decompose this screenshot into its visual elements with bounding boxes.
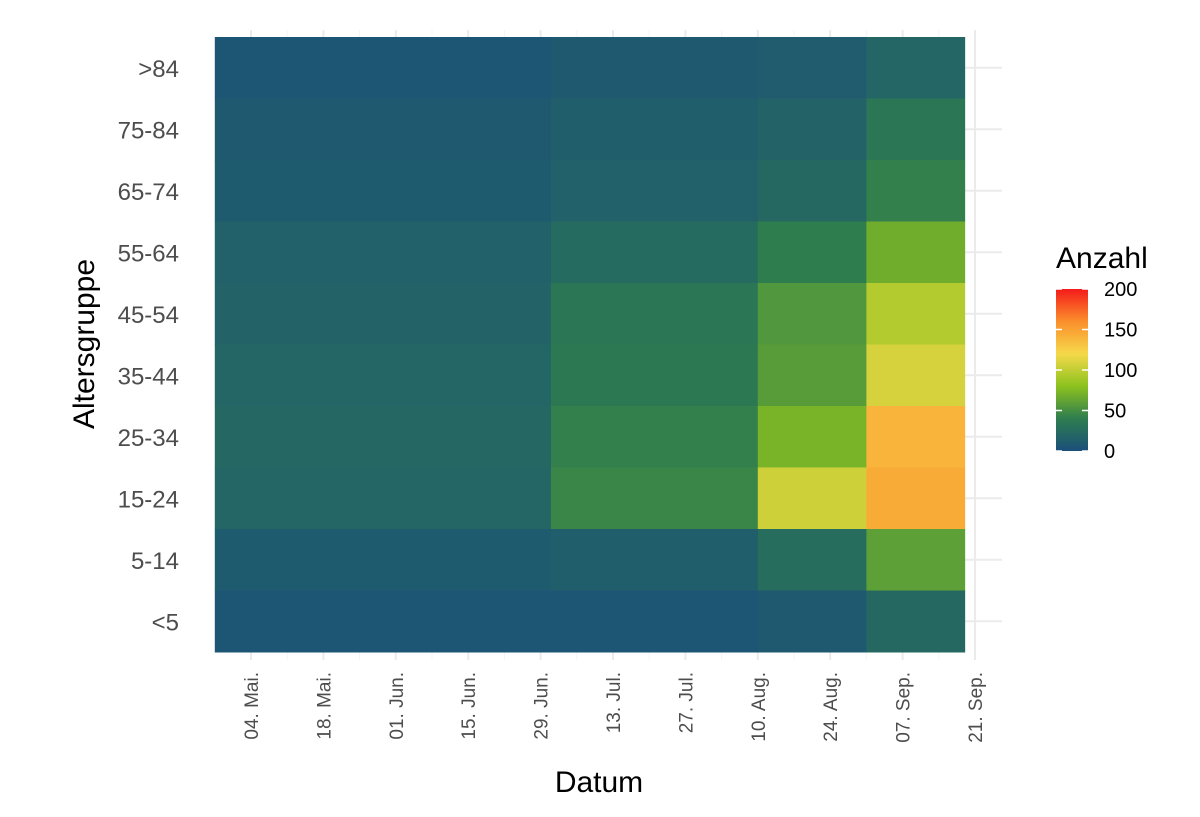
heatmap-cell: 75-84: 17	[757, 98, 867, 161]
heatmap-cell: 35-44: 58	[757, 344, 867, 407]
y-tick-label: 75-84	[118, 117, 179, 144]
heatmap-cell: 55-64: 40	[757, 221, 867, 284]
x-tick-label: 18. Mai.	[314, 672, 335, 740]
heatmap-cell: 65-74: 16	[550, 160, 759, 222]
heatmap-cell: >84: 11	[757, 37, 867, 99]
x-axis-ticks: 04. Mai. 18. Mai. 01. Jun. 15. Jun. 29. Jun.…	[242, 672, 987, 743]
heatmap-cell: 65-74: 10	[214, 160, 552, 222]
y-axis-title: Altersgruppe	[68, 259, 101, 429]
legend-title: Anzahl	[1056, 242, 1148, 275]
heatmap-cell: 45-54: 34	[550, 283, 759, 345]
y-tick-label: 65-74	[118, 179, 179, 206]
x-tick-label: 21. Sep.	[966, 672, 987, 743]
color-legend: Anzahl 0 50 100 150 200	[1056, 242, 1148, 463]
heatmap-cell: 75-84: 34	[866, 98, 966, 161]
heatmap-cell: 15-24: 145	[866, 467, 966, 530]
legend-tick-label: 200	[1104, 279, 1137, 301]
heatmap-cell: >84: 20	[866, 37, 966, 99]
heatmap-cell: 45-54: 17	[214, 283, 552, 345]
heatmap-cell: 25-34: 140	[866, 406, 966, 468]
heatmap-cell: 75-84: 9	[214, 98, 552, 161]
heatmap-cell: 15-24: 20	[214, 467, 552, 530]
heatmap-cell: 35-44: 36	[550, 344, 759, 407]
heatmap-cell: 15-24: 105	[757, 467, 867, 530]
y-tick-label: 25-34	[118, 425, 179, 452]
y-axis-ticks: >84 75-84 65-74 55-64 45-54 35-44 25-34 15-24 5-…	[118, 56, 179, 637]
x-axis-title: Datum	[555, 766, 643, 799]
heatmap-cell: 65-74: 42	[866, 160, 966, 222]
x-tick-label: 13. Jul.	[604, 672, 625, 733]
heatmap-cell: >84: 6	[214, 37, 552, 99]
heatmap-cell: <5: 6	[214, 590, 552, 653]
heatmap-cell: 5-14: 26	[757, 529, 867, 591]
heatmap-cell: 55-64: 24	[550, 221, 759, 284]
legend-tick-label: 150	[1104, 320, 1137, 342]
y-tick-label: <5	[152, 609, 179, 636]
x-tick-label: 07. Sep.	[894, 672, 915, 743]
x-tick-label: 29. Jun.	[532, 672, 553, 740]
heatmap-cell: 35-44: 19	[214, 344, 552, 407]
heatmap-cell: 45-54: 95	[866, 283, 966, 345]
heatmap-cell: 25-34: 21	[214, 406, 552, 468]
heatmap-cell: 45-54: 55	[757, 283, 867, 345]
heatmap-cell: 55-64: 68	[866, 221, 966, 284]
heatmap-cells: >84: 6>84: 9>84: 11>84: 2075-84: 975-84:…	[214, 37, 966, 653]
x-tick-label: 10. Aug.	[749, 672, 770, 742]
x-tick-label: 27. Jul.	[676, 672, 697, 733]
y-tick-label: 5-14	[131, 548, 179, 575]
legend-tick-label: 50	[1104, 401, 1126, 423]
legend-tick-label: 100	[1104, 360, 1137, 382]
heatmap-cell: 15-24: 45	[550, 467, 759, 530]
y-tick-label: 45-54	[118, 302, 179, 329]
legend-tick-label: 0	[1104, 441, 1115, 463]
y-tick-label: 15-24	[118, 486, 179, 513]
x-tick-label: 04. Mai.	[242, 672, 263, 740]
heatmap-cell: <5: 22	[866, 590, 966, 653]
x-tick-label: 15. Jun.	[459, 672, 480, 740]
y-tick-label: 55-64	[118, 240, 179, 267]
heatmap-cell: 5-14: 60	[866, 529, 966, 591]
heatmap-cell: <5: 9	[757, 590, 867, 653]
heatmap-cell: 5-14: 13	[550, 529, 759, 591]
heatmap-cell: 55-64: 15	[214, 221, 552, 284]
x-tick-label: 01. Jun.	[387, 672, 408, 740]
y-tick-label: 35-44	[118, 363, 179, 390]
y-tick-label: >84	[138, 56, 179, 83]
heatmap-cell: 25-34: 42	[550, 406, 759, 468]
heatmap-cell: 35-44: 108	[866, 344, 966, 407]
heatmap-cell: 75-84: 13	[550, 98, 759, 161]
heatmap-cell: >84: 9	[550, 37, 759, 99]
heatmap-cell: <5: 6	[550, 590, 759, 653]
x-tick-label: 24. Aug.	[821, 672, 842, 742]
heatmap-cell: 25-34: 72	[757, 406, 867, 468]
heatmap-cell: 65-74: 22	[757, 160, 867, 222]
heatmap-cell: 5-14: 10	[214, 529, 552, 591]
